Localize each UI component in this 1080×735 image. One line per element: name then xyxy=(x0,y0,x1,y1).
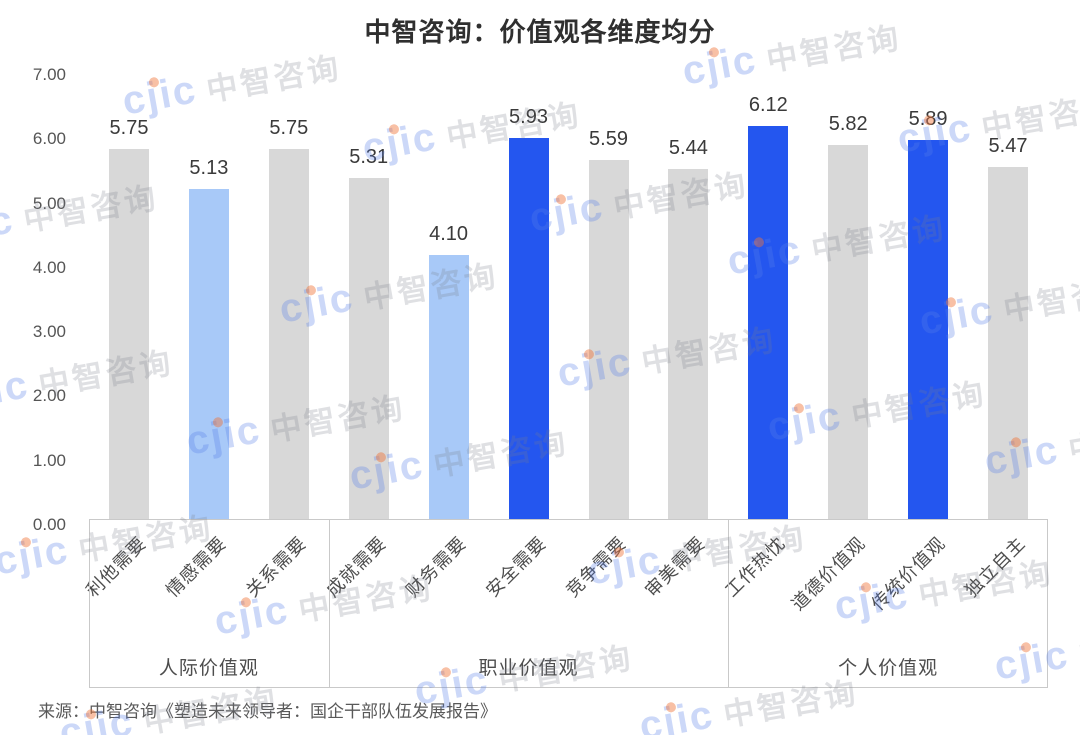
bar-财务需要 xyxy=(428,255,469,519)
y-tick-label: 1.00 xyxy=(32,450,66,470)
group-label-个人价值观: 个人价值观 xyxy=(838,658,939,679)
bar-关系需要 xyxy=(268,149,309,519)
bar-成就需要 xyxy=(348,177,389,519)
bar-value-label: 5.82 xyxy=(828,112,868,135)
bar-独立自主 xyxy=(988,167,1028,519)
bar-利他需要 xyxy=(109,149,149,519)
brand-watermark: cjic 中智咨询 xyxy=(764,368,989,451)
bar-审美需要 xyxy=(668,169,709,519)
bar-竞争需要 xyxy=(588,159,629,519)
bar-value-label: 5.31 xyxy=(349,145,389,168)
category-box-border xyxy=(89,519,1048,688)
logo-dot-icon xyxy=(793,402,805,415)
y-tick-label: 5.00 xyxy=(32,193,66,213)
y-tick-label: 0.00 xyxy=(32,515,66,534)
bar-传统价值观 xyxy=(908,140,949,519)
bar-value-label: 5.47 xyxy=(988,135,1028,158)
bar-value-label: 5.13 xyxy=(189,157,229,180)
bar-value-label: 5.59 xyxy=(589,127,628,150)
bar-情感需要 xyxy=(188,189,229,519)
group-label-人际价值观: 人际价值观 xyxy=(158,658,259,679)
bar-安全需要 xyxy=(508,137,549,519)
logo-dot-icon xyxy=(708,46,720,59)
bar-value-label: 6.12 xyxy=(748,93,788,116)
group-divider xyxy=(328,519,330,688)
y-tick-label: 6.00 xyxy=(32,129,66,149)
bar-value-label: 4.10 xyxy=(429,223,469,246)
bar-value-label: 5.89 xyxy=(908,108,948,131)
chart-title: 中智咨询：价值观各维度均分 xyxy=(364,17,716,47)
brand-name-watermark: 中智咨询 xyxy=(1075,614,1080,673)
y-tick-label: 3.00 xyxy=(32,322,66,342)
logo-dot-icon xyxy=(665,701,677,714)
logo-dot-icon xyxy=(555,193,567,206)
logo-dot-icon xyxy=(148,76,160,89)
bar-value-label: 5.75 xyxy=(269,117,309,140)
bar-value-label: 5.75 xyxy=(109,117,149,140)
bar-道德价值观 xyxy=(828,144,869,519)
bar-value-label: 5.93 xyxy=(509,105,548,128)
group-label-职业价值观: 职业价值观 xyxy=(478,658,579,679)
bar-工作热忱 xyxy=(748,125,789,519)
y-tick-label: 4.00 xyxy=(32,257,66,277)
brand-name-watermark: 中智咨询 xyxy=(1065,409,1080,468)
y-tick-label: 2.00 xyxy=(32,386,66,406)
logo-dot-icon xyxy=(20,536,32,549)
logo-dot-icon xyxy=(388,123,400,136)
bar-value-label: 5.44 xyxy=(668,137,708,160)
source-note: 来源：中智咨询《塑造未来领导者：国企干部队伍发展报告》 xyxy=(38,702,497,721)
brand-watermark: cjic 中智咨询 xyxy=(526,159,751,242)
brand-name-watermark: 中智咨询 xyxy=(203,49,344,108)
ciic-logo-watermark: cjic xyxy=(636,692,718,735)
group-divider xyxy=(728,519,730,688)
y-tick-label: 7.00 xyxy=(32,64,66,84)
brand-watermark: cjic 中智咨询 xyxy=(119,42,344,125)
